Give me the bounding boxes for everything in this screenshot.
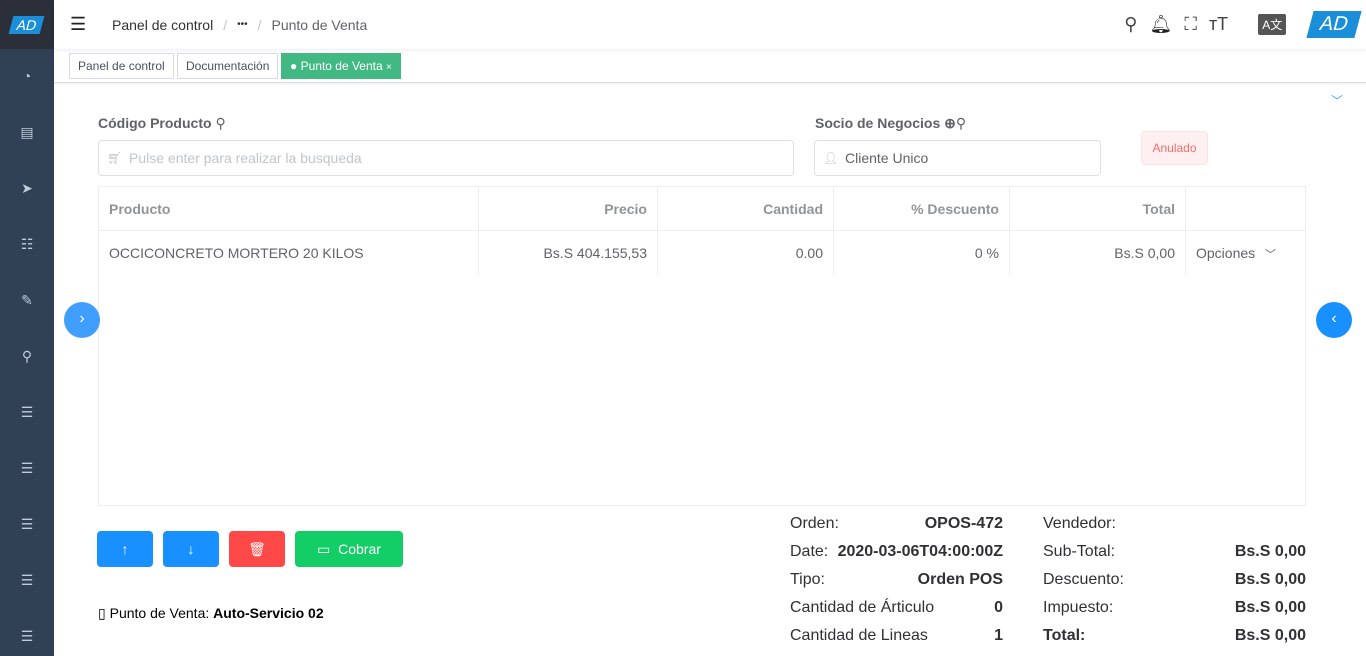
summary-label: Vendedor: bbox=[1043, 515, 1116, 532]
expand-right-button[interactable]: ‹ bbox=[1316, 302, 1352, 338]
placeholder: Pulse enter para realizar la busqueda bbox=[129, 150, 362, 166]
tab-documentacion[interactable]: Documentación bbox=[177, 53, 279, 79]
search-icon[interactable]: ⚲ bbox=[1124, 14, 1138, 34]
summary-label: Cantidad de Lineas bbox=[790, 627, 928, 644]
tags-view: Panel de control Documentación ● Punto d… bbox=[54, 49, 1366, 83]
summary-value: Bs.S 0,00 bbox=[1234, 571, 1306, 588]
add-icon[interactable]: ⊕ bbox=[944, 115, 956, 131]
summary-value: 0 bbox=[994, 599, 1003, 616]
document-icon[interactable]: ▤ bbox=[20, 124, 34, 140]
list-icon[interactable]: ☰ bbox=[20, 460, 34, 476]
search-icon[interactable]: ⚲ bbox=[955, 115, 967, 131]
business-partner-label: Socio de Negocios ⊕⚲ bbox=[815, 115, 967, 131]
bell-icon[interactable]: 🔔︎ bbox=[1149, 14, 1173, 34]
product-table: Producto Precio Cantidad % Descuento Tot… bbox=[98, 186, 1306, 506]
product-search-input[interactable]: 🛒︎ Pulse enter para realizar la busqueda bbox=[98, 140, 794, 176]
edit-doc-icon[interactable]: ✎ bbox=[21, 292, 33, 308]
cell-product: OCCICONCRETO MORTERO 20 KILOS bbox=[99, 231, 479, 275]
user-icon: 👤︎ bbox=[823, 151, 839, 165]
summary-label: Cantidad de Árticulo bbox=[790, 599, 935, 616]
column-header bbox=[1186, 187, 1305, 231]
cell-quantity[interactable]: 0.00 bbox=[658, 231, 834, 275]
cell-price: Bs.S 404.155,53 bbox=[479, 231, 658, 275]
summary-value: Bs.S 0,00 bbox=[1234, 627, 1306, 644]
charge-button[interactable]: ▭ Cobrar bbox=[295, 531, 403, 567]
cell-total: Bs.S 0,00 bbox=[1010, 231, 1186, 275]
list-icon[interactable]: ☰ bbox=[20, 404, 34, 420]
column-header[interactable]: Producto bbox=[99, 187, 479, 231]
sidebar: AD ◔ ▤ ➤ ☷ ✎ ⚲ ☰ ☰ ☰ ☰ ☰ bbox=[0, 0, 54, 656]
summary-label: Total: bbox=[1043, 627, 1086, 644]
cart-icon: 🛒︎ bbox=[107, 151, 123, 165]
move-up-button[interactable]: ↑ bbox=[97, 531, 153, 567]
credit-card-icon: ▭ bbox=[317, 541, 331, 557]
trash-icon: 🗑︎ bbox=[248, 541, 266, 557]
summary-value: Bs.S 0,00 bbox=[1234, 599, 1306, 616]
breadcrumb-current: Punto de Venta bbox=[271, 16, 368, 33]
summary-value: 2020-03-06T04:00:00Z bbox=[837, 543, 1003, 560]
menu-toggle-icon[interactable]: ☰ bbox=[70, 14, 87, 34]
breadcrumb-separator: / bbox=[223, 16, 228, 33]
breadcrumb-ellipsis[interactable]: ••• bbox=[237, 19, 248, 30]
breadcrumb-separator: / bbox=[257, 16, 262, 33]
close-icon[interactable]: × bbox=[386, 62, 392, 73]
dashboard-icon[interactable]: ◔ bbox=[22, 68, 32, 84]
summary-value: Bs.S 0,00 bbox=[1234, 543, 1306, 560]
summary-value: OPOS-472 bbox=[924, 515, 1003, 532]
cell-discount[interactable]: 0 % bbox=[834, 231, 1010, 275]
tab-punto-de-venta[interactable]: ● Punto de Venta × bbox=[281, 53, 401, 79]
expand-left-button[interactable]: › bbox=[64, 302, 100, 338]
send-icon[interactable]: ➤ bbox=[21, 180, 33, 196]
summary-label: Orden: bbox=[790, 515, 839, 532]
summary-label: Sub-Total: bbox=[1043, 543, 1116, 560]
avatar[interactable]: AD bbox=[1306, 11, 1362, 38]
list-icon[interactable]: ☰ bbox=[20, 516, 34, 532]
pos-info: ▯ Punto de Venta: Auto-Servicio 02 bbox=[98, 605, 324, 622]
summary-label: Tipo: bbox=[790, 571, 825, 588]
tab-label: Punto de Venta bbox=[300, 59, 383, 73]
summary-label: Descuento: bbox=[1043, 571, 1124, 588]
options-dropdown[interactable]: Opciones ﹀ bbox=[1186, 231, 1305, 275]
partner-value: Cliente Unico bbox=[845, 150, 929, 166]
arrow-down-icon: ↓ bbox=[187, 541, 195, 557]
tree-table-icon[interactable]: ☷ bbox=[20, 236, 34, 252]
summary-value: Orden POS bbox=[917, 571, 1003, 588]
options-label: Opciones bbox=[1196, 245, 1256, 261]
chevron-down-icon[interactable]: ﹀ bbox=[1331, 94, 1344, 108]
column-header[interactable]: Cantidad bbox=[658, 187, 834, 231]
list-icon[interactable]: ☰ bbox=[20, 628, 34, 644]
column-header[interactable]: Precio bbox=[479, 187, 658, 231]
language-icon[interactable]: A文 bbox=[1258, 14, 1287, 35]
pos-value: Auto-Servicio 02 bbox=[213, 605, 324, 621]
pos-label: Punto de Venta: bbox=[109, 605, 210, 621]
tablet-icon: ▯ bbox=[98, 605, 106, 621]
search-icon[interactable]: ⚲ bbox=[21, 348, 33, 364]
summary-label: Date: bbox=[790, 543, 829, 560]
breadcrumb: Panel de control / ••• / Punto de Venta bbox=[112, 17, 367, 33]
arrow-up-icon: ↑ bbox=[121, 541, 129, 557]
font-size-icon[interactable]: тT bbox=[1208, 14, 1229, 34]
business-partner-input[interactable]: 👤︎ Cliente Unico bbox=[814, 140, 1101, 176]
delete-button[interactable]: 🗑︎ bbox=[229, 531, 285, 567]
charge-label: Cobrar bbox=[338, 541, 381, 557]
breadcrumb-item[interactable]: Panel de control bbox=[112, 16, 214, 33]
status-badge: Anulado bbox=[1141, 131, 1208, 165]
list-icon[interactable]: ☰ bbox=[20, 572, 34, 588]
fullscreen-icon[interactable]: ⛶ bbox=[1184, 14, 1197, 34]
logo: AD bbox=[0, 0, 54, 49]
search-icon[interactable]: ⚲ bbox=[215, 115, 226, 131]
column-header[interactable]: Total bbox=[1010, 187, 1186, 231]
chevron-down-icon: ﹀ bbox=[1265, 249, 1277, 261]
summary-value: 1 bbox=[994, 627, 1003, 644]
topbar: ☰ Panel de control / ••• / Punto de Vent… bbox=[54, 0, 1366, 49]
column-header[interactable]: % Descuento bbox=[834, 187, 1010, 231]
product-code-label: Código Producto ⚲ bbox=[98, 115, 226, 131]
summary-label: Impuesto: bbox=[1043, 599, 1114, 616]
move-down-button[interactable]: ↓ bbox=[163, 531, 219, 567]
tab-panel-de-control[interactable]: Panel de control bbox=[69, 53, 174, 79]
